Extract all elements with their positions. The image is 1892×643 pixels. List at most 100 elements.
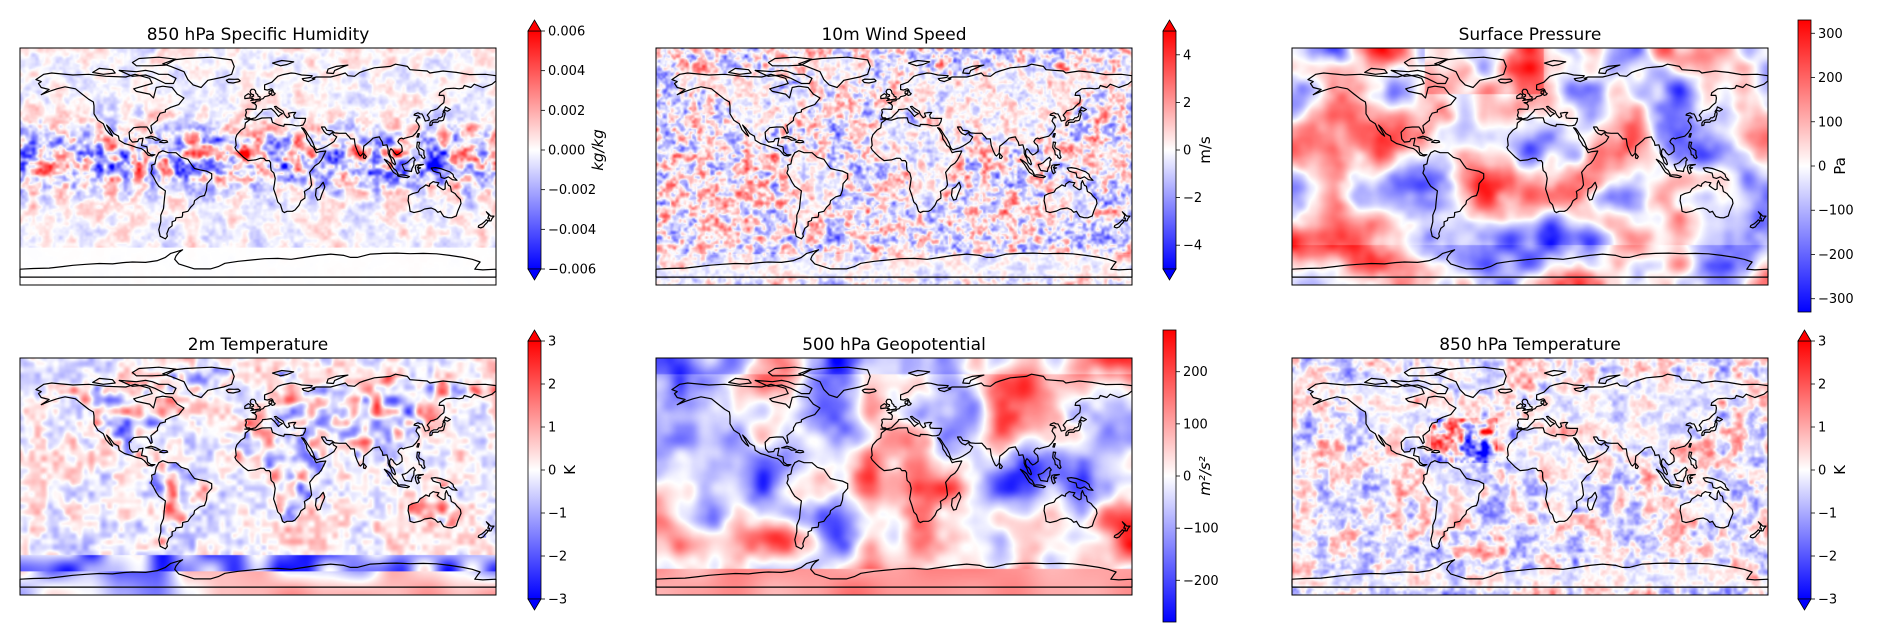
colorbar: 4 2 0 −2 −4 m/s [1162, 19, 1214, 281]
coastline [234, 63, 497, 214]
coastline [1307, 72, 1457, 157]
coastline [158, 139, 169, 144]
coastline [1686, 163, 1696, 175]
heatmap-field [656, 48, 1132, 285]
coastline [1430, 449, 1441, 454]
panel-title: 850 hPa Temperature [1439, 335, 1621, 355]
coastline [907, 59, 931, 67]
coastline [35, 382, 185, 467]
coastline [383, 468, 399, 485]
coastline [145, 135, 161, 141]
coastline [861, 388, 877, 394]
coastline [416, 443, 420, 448]
colorbar-tick-label: −300 [1818, 292, 1854, 307]
colorbar-gradient [1162, 329, 1177, 623]
coastline [1403, 366, 1449, 377]
coastline [1065, 111, 1082, 127]
panel: 850 hPa Specific Humidity 0.006 0.004 0.002… [19, 19, 607, 286]
coastline [861, 78, 877, 84]
coastline [885, 398, 897, 412]
colorbar-tick-label: −100 [1183, 522, 1219, 537]
coastline [998, 153, 1003, 160]
colorbar-tick-label: 100 [1183, 417, 1208, 432]
coastline [158, 449, 169, 454]
colorbar-gradient [527, 30, 542, 270]
coastline [1688, 133, 1692, 138]
colorbar-tick-label: 100 [1818, 115, 1843, 130]
coastline [1043, 490, 1098, 529]
coastline [1757, 521, 1767, 532]
coastline [92, 67, 116, 75]
colorbar-tick-label: −3 [1818, 593, 1837, 608]
coastline [671, 72, 821, 157]
colorbar-tick-label: −200 [1818, 248, 1854, 263]
coastline [249, 88, 261, 102]
colorbar-tick-label: −0.004 [548, 223, 596, 238]
coastline [1078, 416, 1087, 423]
colorbar-tick-label: 4 [1183, 48, 1191, 63]
colorbar-tick-label: 200 [1183, 365, 1208, 380]
colorbar-tick-label: 3 [548, 335, 556, 350]
colorbar-extend-max [527, 19, 542, 32]
coastline [767, 56, 813, 67]
coastline [244, 403, 252, 410]
coastline [326, 64, 349, 75]
colorbar-tick-label: 0 [548, 464, 556, 479]
coastline [1307, 382, 1457, 467]
coastline [429, 111, 446, 127]
coastline [728, 377, 752, 385]
coastline [1516, 93, 1524, 100]
coastline [1586, 491, 1598, 511]
coastline [1598, 374, 1621, 385]
panel-title: 850 hPa Specific Humidity [147, 25, 370, 45]
heatmap-field [1292, 48, 1768, 285]
colorbar-label: Pa [1831, 157, 1849, 175]
coastline [1052, 451, 1062, 470]
coastline [416, 451, 426, 470]
coastline [244, 93, 252, 100]
coastline [1019, 158, 1035, 175]
coastline [998, 463, 1003, 470]
coastline [383, 158, 399, 175]
coastline [728, 67, 752, 75]
colorbar: 3 2 1 0 −1 −2 −3 K [527, 329, 579, 611]
colorbar-tick-label: 0 [1818, 160, 1826, 175]
coastline [1497, 388, 1513, 394]
coastline [754, 69, 813, 85]
panel: 500 hPa Geopotential 200 100 0 −100 −200 m²/s² [655, 329, 1219, 623]
coastline [1688, 141, 1698, 160]
coastline [131, 366, 177, 377]
map-frame [19, 47, 497, 286]
coastline [271, 369, 295, 377]
colorbar-tick-label: −0.006 [548, 263, 596, 278]
coastline [1066, 167, 1094, 181]
coastline [1516, 403, 1524, 410]
coastline [396, 484, 410, 489]
coastline [1417, 135, 1433, 141]
coastline [794, 139, 805, 144]
coastline [1702, 477, 1730, 491]
map-frame [19, 357, 497, 596]
panel: 10m Wind Speed 4 2 0 −2 −4 m/s [655, 19, 1214, 286]
coastline [786, 460, 849, 550]
map-frame [1291, 47, 1769, 286]
coastline [1364, 377, 1388, 385]
coastline [1037, 466, 1052, 483]
colorbar-tick-label: 200 [1818, 71, 1843, 86]
panel-title: 2m Temperature [188, 335, 328, 355]
coastline [401, 466, 416, 483]
coastline [485, 211, 495, 222]
colorbar-tick-label: 0 [1183, 144, 1191, 159]
coastline [19, 249, 497, 278]
coastline [1521, 88, 1533, 102]
coastline [1121, 211, 1131, 222]
colorbar-extend-min [527, 268, 542, 281]
coastline [1634, 153, 1639, 160]
colorbar: 0.006 0.004 0.002 0.000 −0.002 −0.004 −0.006 kg… [527, 19, 607, 281]
coastline [35, 72, 185, 157]
colorbar-tick-label: −200 [1183, 574, 1219, 589]
coastline [1702, 167, 1730, 181]
colorbar-tick-label: 0.006 [548, 25, 585, 40]
colorbar-tick-label: −2 [548, 550, 567, 565]
coastline [1078, 106, 1087, 113]
